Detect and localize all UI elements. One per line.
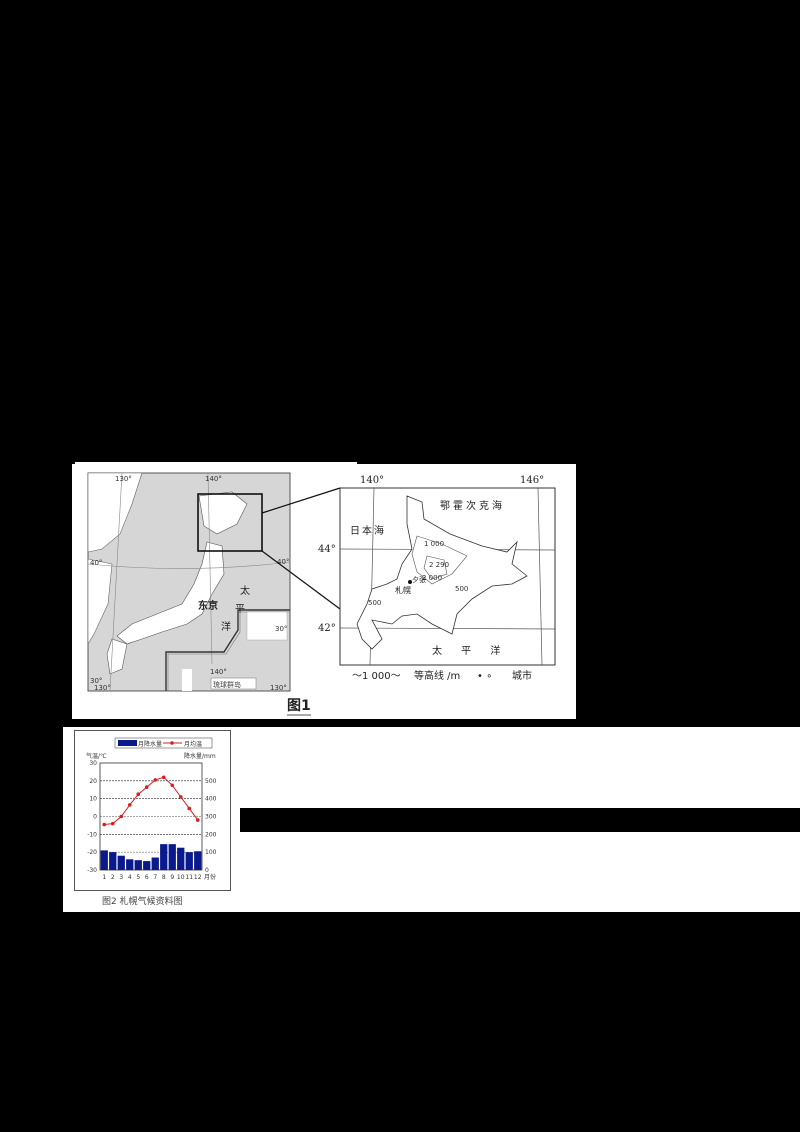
svg-text:9: 9 xyxy=(170,874,174,881)
svg-text:100: 100 xyxy=(205,849,217,856)
figure-1-maps: 130° 140° 40° 40° 30° 30° 130° 140° 130°… xyxy=(87,472,556,692)
svg-text:0: 0 xyxy=(93,814,97,821)
figure-1-caption: 图1 xyxy=(287,698,311,716)
detail-map: 鄂霍次克海 日本海 太 平 洋 1 000 2 290 2 000 500 50… xyxy=(318,475,556,682)
svg-text:4: 4 xyxy=(128,874,132,881)
svg-text:11: 11 xyxy=(185,874,193,881)
lon-label: 140° xyxy=(210,668,227,676)
svg-text:-20: -20 xyxy=(87,849,97,856)
svg-text:10: 10 xyxy=(177,874,185,881)
header-rule xyxy=(75,462,357,464)
pacific-sea-label: 太 平 洋 xyxy=(432,644,508,657)
contour-label: 2 000 xyxy=(422,574,442,582)
svg-text:400: 400 xyxy=(205,796,217,803)
svg-text:20: 20 xyxy=(89,778,97,785)
lat-label: 30° xyxy=(90,677,102,685)
pacific-label: 太 xyxy=(240,584,250,597)
tokyo-label: 东京 xyxy=(198,599,218,612)
svg-text:0: 0 xyxy=(205,867,209,874)
overview-map: 130° 140° 40° 40° 30° 30° 130° 140° 130°… xyxy=(87,472,291,692)
lat-label: 40° xyxy=(277,558,289,566)
legend-contour-label: 等高线 /m xyxy=(414,669,460,682)
okhotsk-sea-label: 鄂霍次克海 xyxy=(440,499,505,512)
lon-label: 130° xyxy=(270,684,287,692)
svg-text:-10: -10 xyxy=(87,831,97,838)
legend-precip-label: 月降水量 xyxy=(138,740,162,748)
climate-chart: 月降水量 月均温 气温/℃ 降水量/mm 3020100-10-20-30500… xyxy=(74,730,231,891)
lon-label: 130° xyxy=(94,684,111,692)
legend-city-symbols: • ∘ xyxy=(477,671,492,682)
lon-label: 146° xyxy=(520,475,544,486)
connector-line xyxy=(261,550,341,610)
yubari-label: 夕张 xyxy=(412,575,426,584)
lon-label: 130° xyxy=(115,475,132,483)
svg-text:1: 1 xyxy=(102,874,106,881)
redaction-bar xyxy=(240,808,800,832)
lon-label: 140° xyxy=(360,475,384,486)
lat-label: 30° xyxy=(275,625,287,633)
lat-label: 44° xyxy=(318,544,336,555)
svg-text:月份: 月份 xyxy=(204,873,216,881)
figure-2-panel: 月降水量 月均温 气温/℃ 降水量/mm 30 20 10 0 -10 -20 -30 500… xyxy=(63,727,800,912)
legend-contour-sample: 〜1 000〜 xyxy=(352,671,401,682)
pacific-label: 洋 xyxy=(221,620,231,633)
svg-text:10: 10 xyxy=(89,796,97,803)
svg-text:500: 500 xyxy=(205,778,217,785)
contour-label: 500 xyxy=(368,599,381,607)
contour-label: 500 xyxy=(455,585,468,593)
svg-text:6: 6 xyxy=(145,874,149,881)
svg-text:12: 12 xyxy=(194,874,202,881)
lat-label: 42° xyxy=(318,623,336,634)
right-axis-label: 降水量/mm xyxy=(184,752,216,760)
pacific-label: 平 xyxy=(235,604,245,615)
contour-label: 2 290 xyxy=(429,561,449,569)
figure-2-caption: 图2 札幌气候资料图 xyxy=(102,897,183,907)
japan-sea-label: 日本海 xyxy=(350,524,386,537)
svg-text:3: 3 xyxy=(119,874,123,881)
lon-label: 140° xyxy=(205,475,222,483)
sapporo-label: 札幌 xyxy=(395,585,411,595)
svg-text:30: 30 xyxy=(89,760,97,767)
svg-text:5: 5 xyxy=(136,874,140,881)
left-axis-label: 气温/℃ xyxy=(86,752,107,760)
svg-text:300: 300 xyxy=(205,814,217,821)
svg-text:-30: -30 xyxy=(87,867,97,874)
legend-city-label: 城市 xyxy=(512,669,532,682)
svg-text:2: 2 xyxy=(111,874,115,881)
contour-label: 1 000 xyxy=(424,540,444,548)
svg-text:7: 7 xyxy=(153,874,157,881)
lat-label: 40° xyxy=(90,559,102,567)
connector-line xyxy=(261,487,341,514)
ryukyu-label: 琉球群岛 xyxy=(213,680,241,689)
figure-1-panel: 130° 140° 40° 40° 30° 30° 130° 140° 130°… xyxy=(72,464,576,719)
svg-text:8: 8 xyxy=(162,874,166,881)
svg-text:200: 200 xyxy=(205,831,217,838)
legend-temp-label: 月均温 xyxy=(184,740,202,748)
